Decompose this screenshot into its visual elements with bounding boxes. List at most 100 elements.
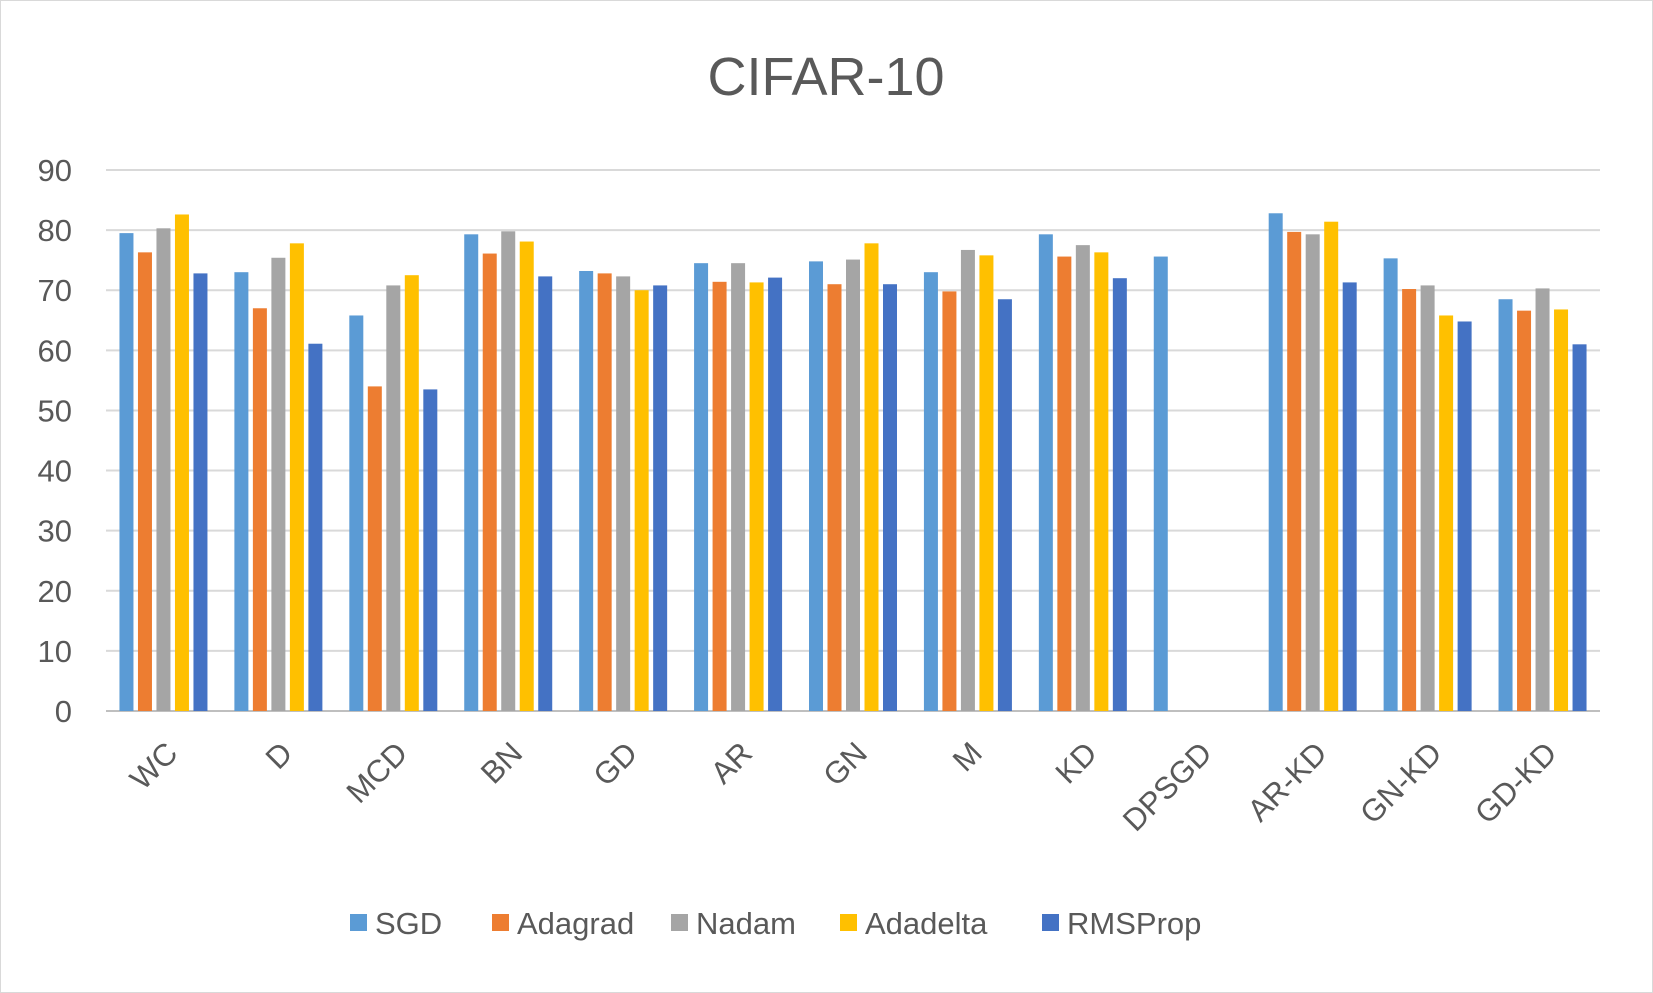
bar-adagrad-wc [137,252,152,711]
x-tick-label: GN [816,735,874,793]
bar-rmsprop-d [308,343,323,711]
bar-adadelta-mcd [404,275,419,711]
bar-adagrad-d [252,308,267,711]
bar-sgd-gn-kd [1383,258,1398,711]
bar-sgd-ar-kd [1268,213,1283,711]
y-tick-label: 0 [55,694,72,729]
bar-adadelta-kd [1094,252,1109,711]
x-tick-label: MCD [340,735,415,810]
x-tick-label: D [259,735,300,776]
bar-adadelta-ar [749,282,764,711]
bar-rmsprop-gd-kd [1572,344,1587,711]
legend-swatch-adadelta [840,914,857,931]
bar-sgd-m [923,272,938,711]
bar-adadelta-bn [519,241,534,711]
legend-label-adagrad: Adagrad [517,906,634,941]
bar-sgd-wc [119,233,134,711]
bar-nadam-kd [1075,245,1090,711]
bar-adagrad-gn [827,284,842,711]
bar-nadam-ar [731,263,746,711]
bar-nadam-gn [846,259,860,711]
y-axis-ticks: 0 10 20 30 40 50 60 70 80 90 [38,153,72,729]
bar-adagrad-mcd [367,386,382,711]
bar-adagrad-m [942,291,957,711]
bar-adagrad-gn-kd [1402,289,1417,711]
bar-sgd-mcd [349,315,364,711]
x-tick-label: GN-KD [1353,735,1448,830]
bar-adagrad-gd [597,273,612,711]
y-tick-label: 30 [38,514,72,549]
legend-swatch-nadam [671,914,688,931]
bar-sgd-kd [1038,234,1053,711]
bar-adadelta-d [289,243,304,711]
bar-rmsprop-kd [1112,278,1127,711]
bar-adagrad-gd-kd [1517,310,1532,711]
bar-rmsprop-gd [653,285,668,711]
bar-adadelta-m [979,255,994,711]
bar-sgd-bn [464,234,479,711]
y-tick-label: 90 [38,153,72,188]
x-tick-label: AR-KD [1241,735,1334,828]
bar-nadam-gn-kd [1420,285,1435,711]
bar-sgd-gn [809,261,823,711]
x-tick-label: BN [474,735,529,790]
y-tick-label: 80 [38,213,72,248]
bar-adadelta-gn [864,243,879,711]
bar-nadam-d [271,257,286,711]
bar-adadelta-gn-kd [1439,315,1454,711]
bar-nadam-ar-kd [1305,234,1320,711]
bar-rmsprop-gn [883,284,897,711]
x-axis-labels: WC D MCD BN GD AR GN M KD DPSGD AR-KD GN-KD GD-KD [123,735,1563,838]
bar-rmsprop-m [997,299,1012,711]
x-tick-label: DPSGD [1116,735,1219,838]
y-tick-label: 70 [38,273,72,308]
bar-adadelta-wc [174,214,189,711]
bar-nadam-bn [501,231,516,711]
legend-swatch-adagrad [492,914,509,931]
chart-title: CIFAR-10 [707,47,944,107]
legend: SGD Adagrad Nadam Adadelta RMSProp [350,906,1201,941]
bar-sgd-ar [694,263,709,711]
y-tick-label: 40 [38,454,72,489]
bar-adagrad-bn [482,253,497,711]
x-tick-label: GD [586,735,644,793]
bar-rmsprop-mcd [423,389,438,711]
bar-sgd-dpsgd [1153,256,1168,711]
bar-sgd-gd [579,270,594,711]
bar-nadam-gd [616,276,631,711]
bar-nadam-mcd [386,285,401,711]
legend-label-adadelta: Adadelta [865,906,988,941]
legend-swatch-rmsprop [1042,914,1059,931]
legend-label-rmsprop: RMSProp [1067,906,1201,941]
bar-adagrad-ar [712,281,727,711]
bar-sgd-gd-kd [1498,299,1513,711]
legend-swatch-sgd [350,914,367,931]
bar-adadelta-gd [634,290,649,711]
y-tick-label: 60 [38,333,72,368]
bar-adadelta-gd-kd [1554,309,1569,711]
bar-adagrad-kd [1057,256,1072,711]
x-tick-label: WC [123,735,184,796]
bar-nadam-gd-kd [1535,288,1550,711]
bar-rmsprop-ar [768,277,783,711]
bar-rmsprop-bn [538,276,553,711]
bar-rmsprop-wc [193,273,208,711]
bar-nadam-m [960,249,975,711]
bar-nadam-wc [156,228,171,711]
x-tick-label: GD-KD [1468,735,1563,830]
y-tick-label: 50 [38,393,72,428]
x-tick-label: KD [1049,735,1104,790]
legend-label-sgd: SGD [375,906,442,941]
bar-sgd-d [234,272,249,711]
y-tick-label: 10 [38,634,72,669]
y-tick-label: 20 [38,574,72,609]
x-tick-label: AR [704,735,759,790]
bars [119,213,1587,712]
x-tick-label: M [946,735,989,778]
legend-label-nadam: Nadam [696,906,796,941]
bar-rmsprop-ar-kd [1342,282,1357,711]
bar-rmsprop-gn-kd [1457,321,1472,711]
bar-adadelta-ar-kd [1324,221,1339,711]
bar-adagrad-ar-kd [1287,231,1302,712]
